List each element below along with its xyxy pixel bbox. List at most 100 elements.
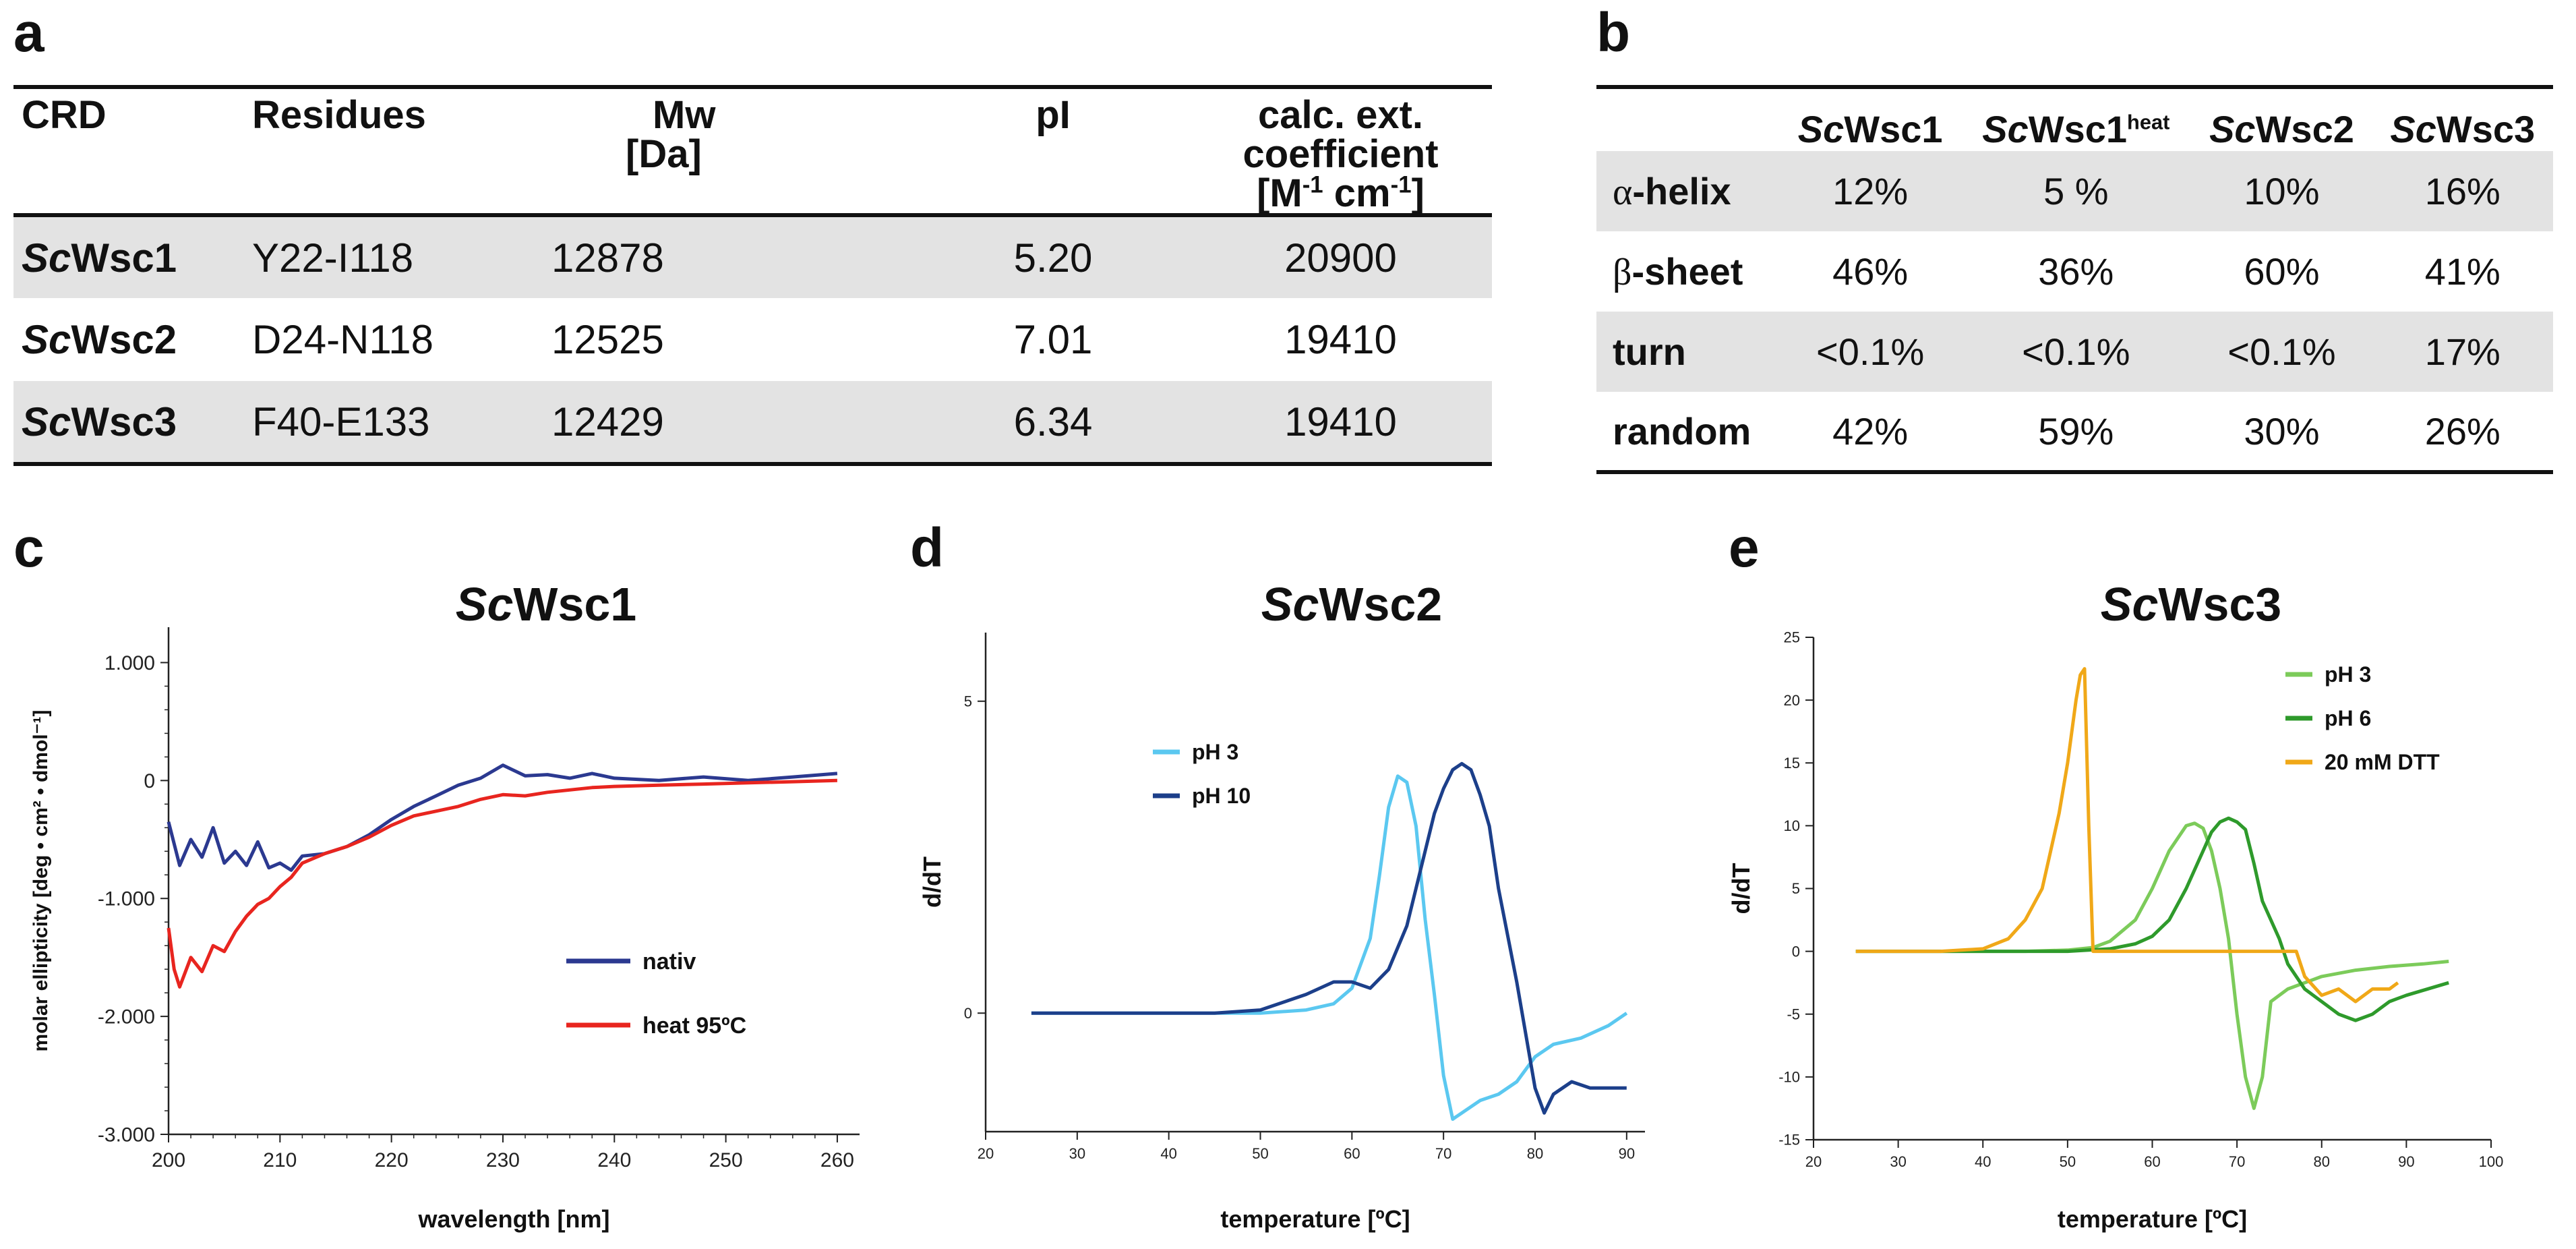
series-line-ph-3: [1855, 821, 2449, 1110]
x-tick-label: 220: [375, 1149, 409, 1171]
x-axis-label: temperature [ºC]: [2058, 1205, 2247, 1233]
x-tick-label: 80: [1527, 1145, 1543, 1162]
header-residues: Residues: [244, 87, 543, 215]
cell-value: 60%: [2244, 250, 2320, 293]
x-tick-label: 200: [152, 1149, 185, 1171]
y-tick-label: 1.000: [104, 652, 155, 674]
table-row: ScWsc3 F40-E133 12429 6.34 19410: [13, 381, 1492, 464]
panel-letter-d: d: [910, 517, 945, 579]
series-line-ph-10: [1031, 761, 1627, 1115]
row-ext: 20900: [1284, 235, 1397, 281]
legend-label: heat 95ºC: [642, 1013, 746, 1039]
x-tick-label: 70: [1435, 1145, 1451, 1162]
y-tick-label: -5: [1787, 1006, 1800, 1022]
y-axis-label: d/dT: [1727, 863, 1755, 914]
cell-value: 26%: [2424, 409, 2500, 453]
x-tick-label: 90: [2398, 1153, 2414, 1170]
cell-value: <0.1%: [2227, 330, 2336, 373]
x-tick-label: 60: [1344, 1145, 1360, 1162]
row-residues: F40-E133: [252, 399, 430, 444]
cell-value: 16%: [2424, 170, 2500, 212]
x-tick-label: 90: [1619, 1145, 1635, 1162]
legend-label: pH 3: [1192, 740, 1238, 764]
cell-value: <0.1%: [1816, 330, 1925, 373]
table-row: turn <0.1% <0.1% <0.1% 17%: [1596, 312, 2553, 392]
y-tick-label: 15: [1784, 755, 1800, 772]
panel-letter-e: e: [1729, 517, 1760, 579]
x-tick-label: 100: [2479, 1153, 2504, 1170]
x-tick-label: 40: [1160, 1145, 1176, 1162]
header-scwsc3: ScWsc3: [2390, 108, 2536, 150]
y-axis-label: molar ellipticity [deg • cm² • dmol⁻¹]: [30, 710, 52, 1052]
x-tick-label: 20: [978, 1145, 994, 1162]
table-row: random 42% 59% 30% 26%: [1596, 392, 2553, 472]
cell-value: 46%: [1832, 250, 1909, 293]
x-tick-label: 210: [263, 1149, 297, 1171]
header-scwsc1-heat: ScWsc1heat: [1982, 108, 2170, 150]
header-mw: Mw [Da]: [543, 87, 917, 215]
panel-letter-a: a: [13, 2, 44, 63]
y-tick-label: 10: [1784, 817, 1800, 834]
header-mw-unit: [Da]: [626, 132, 702, 176]
row-label-sheet: β-sheet: [1613, 250, 1743, 293]
x-tick-label: 50: [2060, 1153, 2076, 1170]
chart-title: ScWsc2: [1261, 578, 1443, 631]
row-ext: 19410: [1284, 399, 1397, 444]
header-pi: pI: [917, 87, 1189, 215]
x-tick-label: 30: [1069, 1145, 1085, 1162]
row-ext: 19410: [1284, 317, 1397, 362]
cell-value: 36%: [2038, 250, 2114, 293]
header-mw-text: Mw: [653, 93, 716, 137]
legend-label: nativ: [642, 949, 696, 975]
series-line-nativ: [167, 763, 838, 872]
y-tick-label: 0: [964, 1005, 972, 1022]
row-pi: 7.01: [1013, 317, 1093, 362]
legend-label: pH 10: [1192, 784, 1251, 808]
row-pi: 5.20: [1013, 235, 1093, 281]
y-tick-label: -1.000: [98, 888, 155, 910]
table-row: ScWsc1 Y22-I118 12878 5.20 20900: [13, 215, 1492, 298]
y-tick-label: 0: [1792, 943, 1800, 960]
panel-letter-c: c: [13, 517, 44, 579]
cell-value: 17%: [2424, 330, 2500, 373]
legend-label: pH 3: [2325, 662, 2371, 687]
legend-label: pH 6: [2325, 706, 2371, 730]
panel-letter-b: b: [1596, 2, 1631, 63]
table-header-row: CRD Residues Mw [Da] pI calc. ext. coeff…: [13, 87, 1492, 215]
row-label-random: random: [1613, 409, 1751, 453]
table-row: β-sheet 46% 36% 60% 41%: [1596, 231, 2553, 312]
x-tick-label: 60: [2144, 1153, 2160, 1170]
cell-value: 10%: [2244, 170, 2320, 212]
header-crd-text: CRD: [22, 93, 107, 137]
header-residues-text: Residues: [252, 93, 426, 137]
x-tick-label: 230: [486, 1149, 520, 1171]
row-protein-name: ScWsc2: [22, 317, 177, 362]
cell-value: 5 %: [2043, 170, 2109, 212]
y-tick-label: -3.000: [98, 1124, 155, 1146]
series-line-heat-95-c: [167, 778, 837, 989]
chart-c: ScWsc1 200 210 220 230 240 250 260 1.000 0 -1.000 -…: [30, 578, 860, 1233]
row-label-turn: turn: [1613, 330, 1686, 373]
y-tick-label: 25: [1784, 629, 1800, 646]
header-scwsc2: ScWsc2: [2209, 108, 2354, 150]
cell-value: <0.1%: [2022, 330, 2130, 373]
x-tick-label: 40: [1975, 1153, 1991, 1170]
header-scwsc1: ScWsc1: [1797, 108, 1943, 150]
x-tick-label: 20: [1805, 1153, 1822, 1170]
row-mw: 12878: [551, 235, 664, 281]
chart-title: ScWsc1: [456, 578, 637, 631]
cell-value: 59%: [2038, 409, 2114, 453]
row-protein-name: ScWsc1: [22, 235, 177, 281]
cell-value: 41%: [2424, 250, 2500, 293]
row-mw: 12525: [551, 317, 664, 362]
row-label-helix: α-helix: [1613, 169, 1731, 213]
header-pi-text: pI: [1036, 93, 1071, 137]
x-tick-label: 30: [1890, 1153, 1906, 1170]
cell-value: 12%: [1832, 170, 1909, 212]
x-axis-label: wavelength [nm]: [417, 1205, 609, 1233]
x-axis-label: temperature [ºC]: [1220, 1205, 1410, 1233]
table-row: α-helix 12% 5 % 10% 16%: [1596, 151, 2553, 231]
x-tick-label: 70: [2229, 1153, 2245, 1170]
